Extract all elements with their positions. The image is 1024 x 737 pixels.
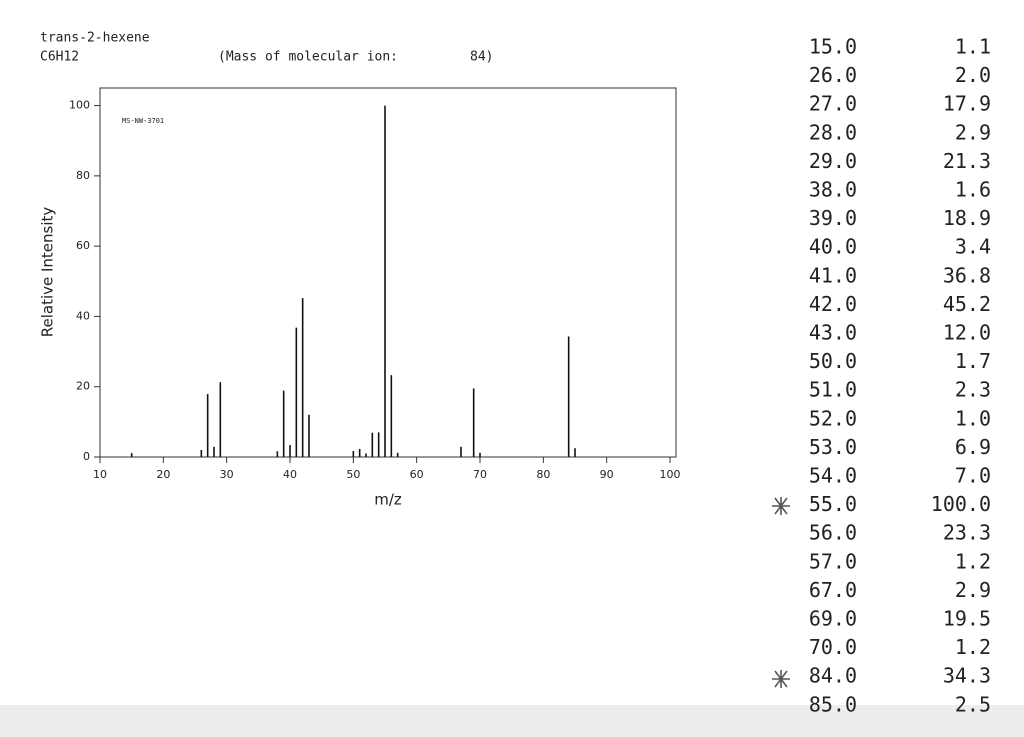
table-mz: 28.0 xyxy=(809,120,857,144)
x-tick-label: 10 xyxy=(93,468,107,481)
table-mz: 57.0 xyxy=(809,549,857,573)
y-axis-label: Relative Intensity xyxy=(39,207,57,338)
table-intensity: 45.2 xyxy=(943,292,991,316)
molecular-ion-label: (Mass of molecular ion: xyxy=(218,50,398,65)
table-intensity: 2.9 xyxy=(955,578,991,602)
y-tick-label: 80 xyxy=(76,169,90,182)
table-mz: 38.0 xyxy=(809,178,857,202)
table-mz: 55.0 xyxy=(809,492,857,516)
table-mz: 43.0 xyxy=(809,321,857,345)
table-intensity: 1.2 xyxy=(955,635,991,659)
table-mz: 50.0 xyxy=(809,349,857,373)
table-intensity: 3.4 xyxy=(955,235,991,259)
table-intensity: 2.3 xyxy=(955,378,991,402)
table-intensity: 2.5 xyxy=(955,692,991,716)
x-tick-label: 50 xyxy=(346,468,360,481)
table-intensity: 1.1 xyxy=(955,35,991,59)
x-axis-label: m/z xyxy=(374,491,402,509)
table-intensity: 36.8 xyxy=(943,263,991,287)
y-tick-label: 40 xyxy=(76,309,90,322)
table-mz: 56.0 xyxy=(809,521,857,545)
y-tick-label: 60 xyxy=(76,239,90,252)
table-intensity: 19.5 xyxy=(943,607,991,631)
table-intensity: 1.2 xyxy=(955,549,991,573)
table-mz: 29.0 xyxy=(809,149,857,173)
x-tick-label: 40 xyxy=(283,468,297,481)
table-mz: 70.0 xyxy=(809,635,857,659)
x-tick-label: 60 xyxy=(410,468,424,481)
y-tick-label: 100 xyxy=(69,99,90,112)
bottom-band xyxy=(0,705,1024,737)
table-mz: 51.0 xyxy=(809,378,857,402)
table-intensity: 1.6 xyxy=(955,178,991,202)
table-intensity: 1.0 xyxy=(955,406,991,430)
x-tick-label: 80 xyxy=(536,468,550,481)
table-intensity: 18.9 xyxy=(943,206,991,230)
table-intensity: 21.3 xyxy=(943,149,991,173)
table-mz: 42.0 xyxy=(809,292,857,316)
table-mz: 53.0 xyxy=(809,435,857,459)
table-intensity: 17.9 xyxy=(943,92,991,116)
table-intensity: 12.0 xyxy=(943,321,991,345)
x-tick-label: 70 xyxy=(473,468,487,481)
molecular-ion: 84) xyxy=(470,50,493,65)
table-intensity: 6.9 xyxy=(955,435,991,459)
table-mz: 67.0 xyxy=(809,578,857,602)
plot-frame xyxy=(99,87,677,458)
table-mz: 15.0 xyxy=(809,35,857,59)
x-tick-label: 30 xyxy=(220,468,234,481)
table-intensity: 34.3 xyxy=(943,664,991,688)
table-intensity: 1.7 xyxy=(955,349,991,373)
table-mz: 54.0 xyxy=(809,464,857,488)
table-intensity: 2.0 xyxy=(955,63,991,87)
table-mz: 85.0 xyxy=(809,692,857,716)
table-mz: 52.0 xyxy=(809,406,857,430)
asterisks xyxy=(772,497,790,688)
compound-name: trans-2-hexene xyxy=(40,31,150,46)
table-mz: 69.0 xyxy=(809,607,857,631)
table-intensity: 100.0 xyxy=(931,492,991,516)
annotation: MS-NW-3701 xyxy=(122,117,164,125)
table-mz: 41.0 xyxy=(809,263,857,287)
x-tick-label: 90 xyxy=(600,468,614,481)
table-intensity: 7.0 xyxy=(955,464,991,488)
table-intensity: 23.3 xyxy=(943,521,991,545)
table-mz: 39.0 xyxy=(809,206,857,230)
formula: C6H12 xyxy=(40,50,79,65)
y-tick-label: 20 xyxy=(76,380,90,393)
x-tick-label: 20 xyxy=(156,468,170,481)
y-tick-label: 0 xyxy=(83,450,90,463)
table-mz: 84.0 xyxy=(809,664,857,688)
table-mz: 40.0 xyxy=(809,235,857,259)
table-mz: 26.0 xyxy=(809,63,857,87)
x-tick-label: 100 xyxy=(660,468,681,481)
table-intensity: 2.9 xyxy=(955,120,991,144)
table-mz: 27.0 xyxy=(809,92,857,116)
